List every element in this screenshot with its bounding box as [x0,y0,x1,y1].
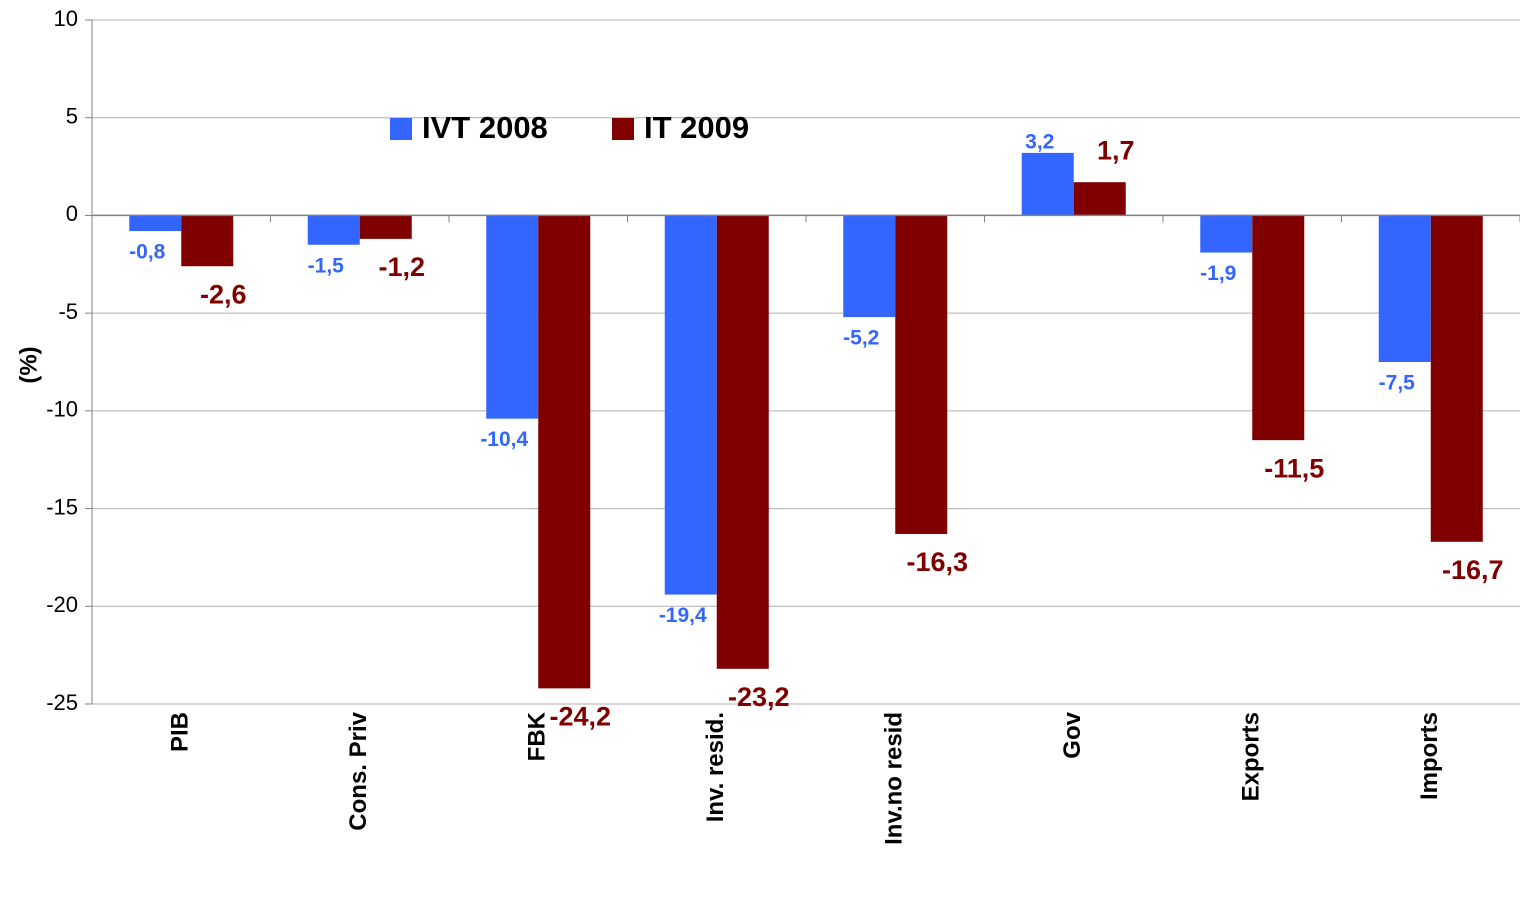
bar [1073,182,1126,216]
value-label: -16,7 [1442,555,1504,585]
bar [1021,152,1074,216]
y-tick-label: -10 [46,397,78,422]
bar [359,215,412,239]
y-tick-label: -5 [58,299,78,324]
bar [1430,215,1483,542]
y-tick-label: 10 [54,6,78,31]
value-label: -1,9 [1200,262,1236,285]
y-tick-label: -15 [46,494,78,519]
y-tick-label: 5 [66,104,78,129]
bar [307,215,360,245]
bar [538,215,591,689]
y-tick-label: -25 [46,690,78,715]
value-label: -0,8 [129,241,166,264]
value-label: -1,2 [378,252,425,282]
y-axis-label: (%) [15,346,42,383]
x-tick-label: Exports [1238,712,1265,801]
legend-swatch [612,118,634,140]
x-tick-label: Inv. resid. [702,712,729,822]
value-label: -11,5 [1264,453,1324,483]
value-label: -23,2 [728,682,790,712]
value-label: -1,5 [308,254,345,277]
value-label: -7,5 [1379,372,1416,395]
value-label: -5,2 [843,327,879,350]
x-tick-label: Inv.no resid [881,712,908,845]
bar [1378,215,1431,362]
value-label: -24,2 [549,701,611,731]
value-label: 3,2 [1025,130,1054,153]
x-tick-label: Gov [1059,711,1086,758]
bar [664,215,717,595]
y-tick-label: 0 [66,201,78,226]
value-label: -10,4 [480,428,528,451]
value-label: -16,3 [906,547,968,577]
legend-label: IT 2009 [644,110,749,145]
value-label: -19,4 [659,604,707,627]
y-tick-label: -20 [46,592,78,617]
value-label: 1,7 [1097,135,1135,165]
bar [895,215,948,534]
x-tick-label: FBK [524,711,551,761]
bar [181,215,234,267]
legend-swatch [390,118,412,140]
bar [716,215,769,669]
bar [1252,215,1305,441]
bar [1200,215,1253,253]
value-label: -2,6 [200,279,247,309]
x-tick-label: PIB [167,712,194,752]
bar [843,215,896,318]
x-tick-label: Imports [1416,712,1443,800]
legend-label: IVT 2008 [422,110,548,145]
bar [129,215,182,232]
bar [486,215,539,419]
x-tick-label: Cons. Priv [345,711,372,830]
